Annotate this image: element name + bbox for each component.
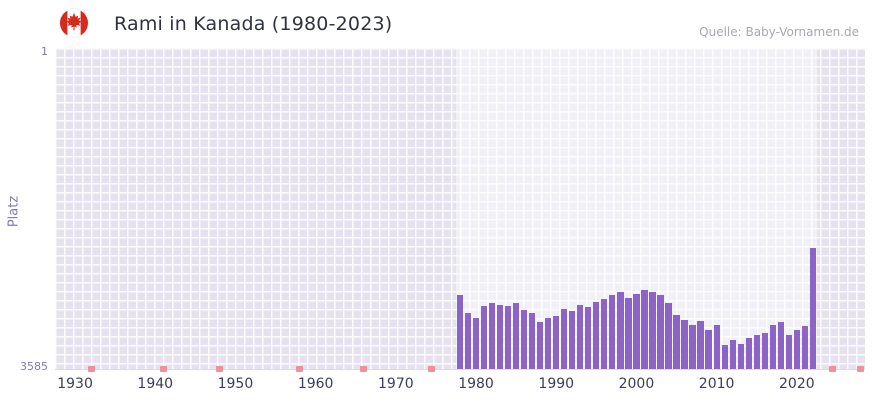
bar-1988 — [537, 321, 544, 369]
bar-2014 — [745, 338, 752, 369]
bar-1981 — [480, 305, 488, 369]
bar-1997 — [609, 295, 616, 369]
bar-2013 — [737, 344, 744, 369]
no-data-marker-2028 — [857, 366, 865, 372]
no-data-marker-1974.5 — [428, 366, 436, 372]
x-tick-label-1940: 1940 — [137, 376, 174, 392]
bar-1991 — [561, 309, 568, 369]
bar-1979 — [464, 313, 472, 369]
bar-1980 — [472, 317, 480, 369]
bar-2010 — [713, 324, 720, 369]
bar-2012 — [729, 339, 736, 369]
bar-1989 — [545, 317, 552, 369]
bar-1984 — [504, 305, 512, 369]
bar-2017 — [769, 324, 776, 369]
x-tick-label-1990: 1990 — [538, 376, 575, 392]
bar-1998 — [617, 292, 624, 369]
no-data-marker-1932 — [87, 366, 95, 372]
bar-2000 — [633, 294, 640, 369]
no-data-marker-1966 — [360, 366, 368, 372]
no-data-marker-1958 — [296, 366, 304, 372]
bar-2002 — [649, 292, 656, 369]
plot-area — [55, 48, 865, 372]
x-tick-label-2020: 2020 — [779, 376, 815, 392]
bar-1986 — [521, 310, 528, 369]
no-data-marker-1948 — [215, 366, 223, 372]
bar-2020 — [793, 330, 800, 369]
bar-2021 — [801, 326, 808, 369]
bar-2022 — [809, 247, 816, 369]
y-axis-top-tick: 1 — [41, 45, 48, 58]
bar-2015 — [753, 335, 760, 369]
x-tick-label-1950: 1950 — [217, 376, 254, 392]
bar-1985 — [513, 303, 520, 369]
canada-flag-icon — [60, 9, 88, 37]
bar-2009 — [705, 330, 712, 369]
chart-title: Rami in Kanada (1980-2023) — [114, 13, 393, 35]
bar-1992 — [569, 311, 576, 369]
bar-2011 — [721, 345, 728, 369]
canada-flag-svg — [60, 9, 88, 37]
bars-layer — [55, 48, 865, 369]
bar-1982 — [488, 303, 496, 369]
bar-1993 — [577, 304, 584, 369]
bar-2006 — [681, 320, 688, 369]
bar-2019 — [785, 334, 792, 369]
bar-2018 — [777, 321, 784, 369]
no-data-marker-2024.5 — [829, 366, 837, 372]
bar-1978 — [456, 295, 464, 369]
x-tick-label-1970: 1970 — [378, 376, 414, 392]
bar-1990 — [553, 315, 560, 369]
bar-2003 — [657, 295, 664, 369]
source-label: Quelle: Baby-Vornamen.de — [699, 25, 859, 39]
bar-1996 — [601, 298, 608, 369]
bar-1983 — [496, 304, 504, 369]
bar-1994 — [585, 306, 592, 369]
bar-1987 — [529, 313, 536, 369]
bar-1995 — [593, 302, 600, 369]
bar-1999 — [625, 297, 632, 369]
bar-2008 — [697, 321, 704, 369]
x-tick-label-1980: 1980 — [458, 376, 494, 392]
no-data-markers-layer — [55, 48, 865, 372]
bar-2001 — [641, 289, 648, 369]
x-tick-label-2010: 2010 — [698, 376, 735, 392]
x-axis-labels: 1930 1940 1950 1960 1970 1980 1990 2000 2010 2020 — [55, 376, 865, 398]
bar-2016 — [761, 332, 768, 369]
bar-2005 — [673, 314, 680, 369]
x-tick-label-1960: 1960 — [297, 376, 334, 392]
y-axis-title: Platz — [6, 195, 22, 228]
x-tick-label-1930: 1930 — [57, 376, 93, 392]
y-axis-bottom-tick: 3585 — [20, 360, 48, 373]
x-tick-label-2000: 2000 — [618, 376, 655, 392]
no-data-marker-1941 — [159, 366, 167, 372]
bar-2004 — [665, 303, 672, 369]
bar-2007 — [689, 324, 696, 369]
